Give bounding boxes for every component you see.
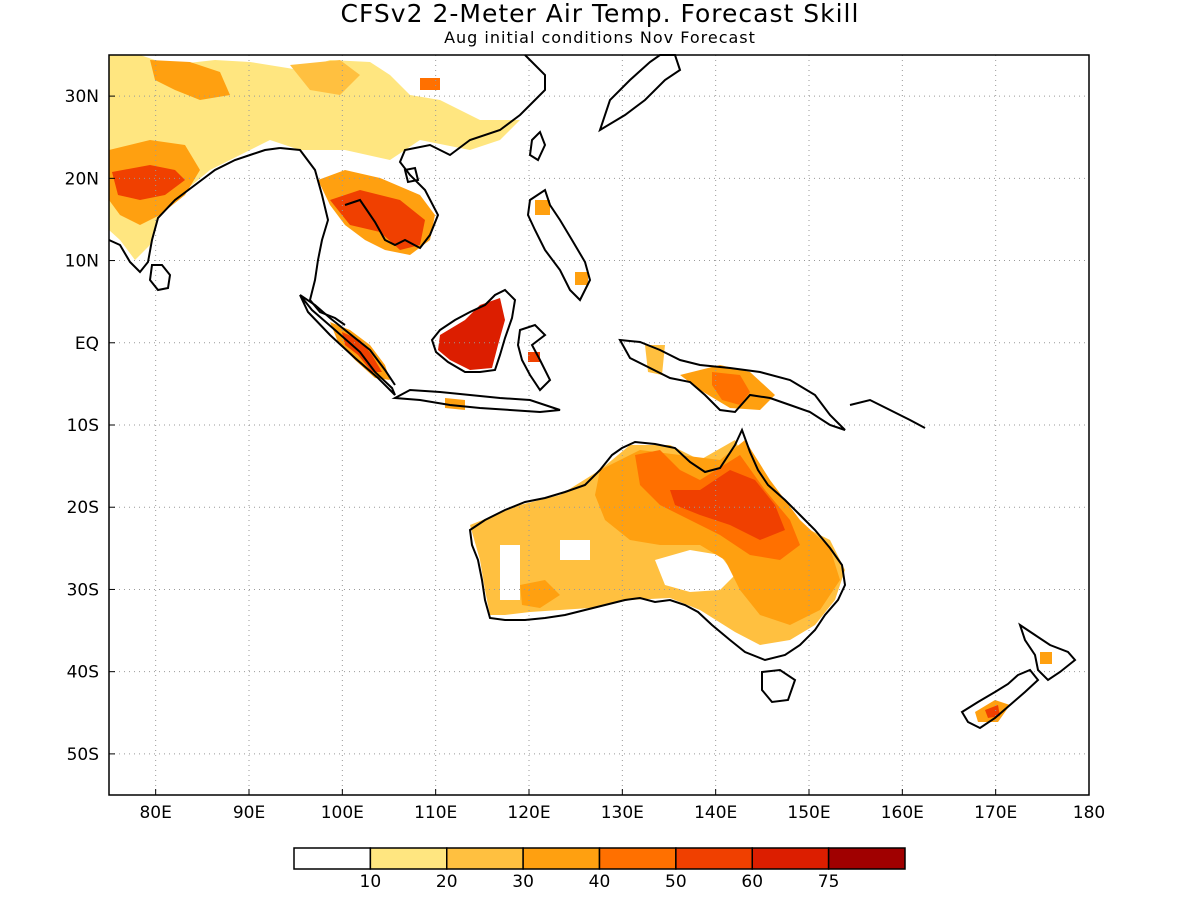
y-tick-label: 30S [67,580,99,600]
shade-china [290,60,360,95]
shade-tibet [150,60,230,100]
coast-myanmar-indochina [279,147,346,326]
x-tick-label: 140E [694,803,737,823]
coast-sri-lanka [148,264,172,292]
shade-new-guinea-core [712,372,750,405]
coast-new-guinea [618,338,846,431]
y-tick-label: 10N [65,252,99,272]
shade-china-spot [420,78,440,90]
shade-new-zealand-core [985,705,1000,718]
x-tick-label: 130E [601,803,644,823]
coast-nz-south [960,668,1040,730]
shade-australia-50 [670,470,785,540]
colorbar-swatch [827,847,906,870]
coast-sulawesi [516,323,552,392]
shade-philippines [535,200,550,215]
coast-pacific-islands [849,398,926,429]
coast-philippines [526,188,592,302]
coast-malay [299,294,396,386]
x-tick-label: 150E [787,803,830,823]
colorbar-label: 40 [589,872,611,892]
y-axis: 30N 20N 10N EQ 10S 20S 30S 40S 50S [65,87,115,765]
coast-sumatra [299,294,396,396]
colorbar-swatch [751,847,830,870]
x-tick-label: 170E [974,803,1017,823]
shade-australia-white [500,545,520,600]
shade-australia-white2 [560,540,590,560]
colorbar-swatch [598,847,677,870]
colorbar-label: 10 [360,872,382,892]
x-tick-label: 80E [139,803,171,823]
coast-nz-north [1018,622,1077,682]
colorbar-label: 50 [665,872,687,892]
x-tick-label: 180 [1073,803,1105,823]
coastlines [108,54,1077,730]
x-tick-label: 90E [233,803,265,823]
colorbar: 10 20 30 40 50 60 75 [293,847,906,892]
gridlines [109,55,1089,795]
coast-thailand-vietnam [344,54,546,250]
y-tick-label: EQ [75,334,99,354]
skill-shading [109,55,1052,722]
x-tick-label: 100E [321,803,364,823]
y-tick-label: 20N [65,169,99,189]
colorbar-swatch [522,847,601,870]
shade-australia-white3 [655,550,735,592]
shade-nz-north [1040,652,1052,664]
coast-korea-japan [598,54,682,133]
shade-south-asia [109,55,520,260]
map-title: CFSv2 2-Meter Air Temp. Forecast Skill [340,0,860,28]
shade-indochina-core [330,190,425,250]
colorbar-label: 30 [512,872,534,892]
coast-hainan [403,166,420,184]
colorbar-swatch [293,847,372,870]
coast-borneo [430,288,517,373]
colorbar-swatch [675,847,753,870]
shade-borneo [438,298,505,370]
colorbar-swatch [446,847,524,870]
y-tick-label: 30N [65,87,99,107]
x-tick-label: 110E [414,803,457,823]
x-axis: 80E 90E 100E 110E 120E 130E 140E 150E 160E 170E 18… [139,789,1105,823]
colorbar-label: 75 [818,872,840,892]
y-tick-label: 10S [67,416,99,436]
colorbar-label: 20 [436,872,458,892]
coast-tasmania [761,668,797,704]
coast-java [391,388,561,414]
coast-australia [468,427,847,662]
shade-sumatra-core [342,332,382,372]
shade-australia-w2 [520,580,560,608]
map-subtitle: Aug initial conditions Nov Forecast [444,28,756,47]
shade-south-asia-max [112,165,185,200]
coast-taiwan [528,130,547,162]
shade-philippines-2 [575,272,588,285]
coast-india [108,147,281,274]
y-tick-label: 50S [67,745,99,765]
colorbar-label: 60 [741,872,763,892]
x-tick-label: 160E [881,803,924,823]
colorbar-swatch [369,847,448,870]
y-tick-label: 20S [67,498,99,518]
y-tick-label: 40S [67,663,99,683]
x-tick-label: 120E [507,803,550,823]
